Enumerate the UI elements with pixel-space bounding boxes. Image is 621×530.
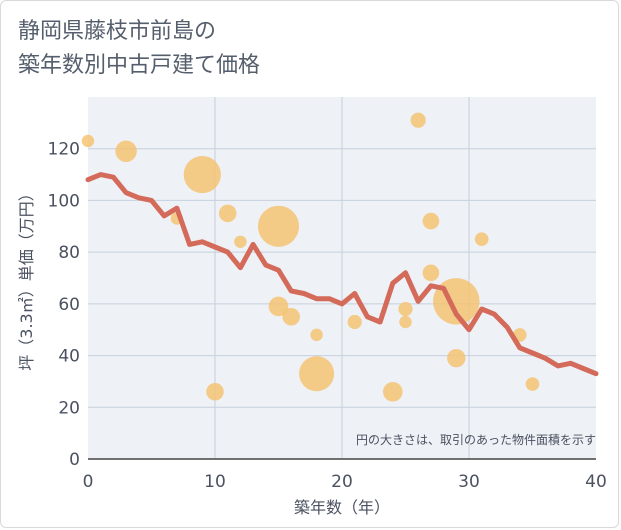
bubble xyxy=(115,140,137,163)
bubble xyxy=(474,232,489,247)
y-ticks: 0 20 40 60 80 100 120 xyxy=(48,140,80,470)
x-tick-label: 0 xyxy=(83,472,94,492)
x-tick-label: 10 xyxy=(204,472,226,492)
y-tick-label: 0 xyxy=(69,450,80,470)
bubble xyxy=(268,296,289,317)
bubble xyxy=(206,383,224,401)
bubble xyxy=(398,301,413,317)
x-tick-label: 20 xyxy=(331,472,353,492)
y-axis-label: 坪（3.3㎡）単価（万円） xyxy=(17,185,36,370)
x-tick-label: 40 xyxy=(585,472,607,492)
bubble xyxy=(234,235,247,248)
x-tick-label: 30 xyxy=(458,472,480,492)
bubble xyxy=(282,308,300,326)
bubble xyxy=(422,264,440,282)
x-ticks: 0 10 20 30 40 xyxy=(83,472,607,492)
bubble xyxy=(81,134,95,148)
bubble xyxy=(257,205,300,247)
size-note: 円の大きさは、取引のあった物件面積を示す xyxy=(356,432,596,447)
bubble xyxy=(347,314,362,330)
trend-line xyxy=(85,172,599,377)
bubble xyxy=(310,328,323,342)
bubble xyxy=(447,348,466,368)
chart-title: 静岡県藤枝市前島の 築年数別中古戸建て価格 xyxy=(18,15,260,83)
bubble xyxy=(183,155,221,194)
y-tick-label: 20 xyxy=(58,398,80,418)
bubble xyxy=(410,112,426,128)
y-tick-label: 80 xyxy=(58,243,80,263)
bubble xyxy=(422,212,440,230)
bubble xyxy=(399,315,412,329)
y-tick-label: 60 xyxy=(58,295,80,315)
x-axis-label: 築年数（年） xyxy=(294,498,390,517)
bubble xyxy=(218,204,237,223)
y-tick-label: 120 xyxy=(48,140,80,160)
chart-title-line-1: 静岡県藤枝市前島の xyxy=(18,19,217,44)
y-tick-label: 40 xyxy=(58,347,80,367)
chart-title-line-2: 築年数別中古戸建て価格 xyxy=(18,53,261,78)
bubble xyxy=(525,377,540,391)
y-tick-label: 100 xyxy=(48,191,80,211)
grid xyxy=(88,97,596,459)
bubble xyxy=(382,381,403,402)
bubble xyxy=(299,356,335,392)
